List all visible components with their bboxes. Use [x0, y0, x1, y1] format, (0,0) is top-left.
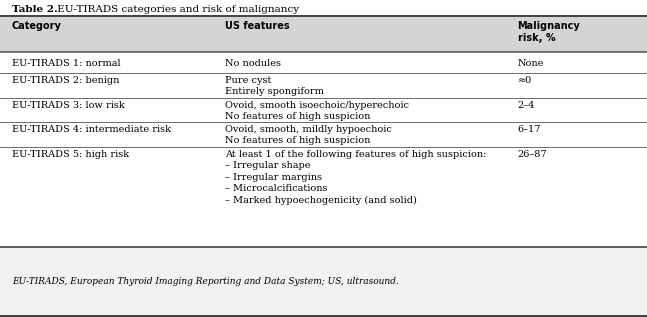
Text: EU-TIRADS 5: high risk: EU-TIRADS 5: high risk [12, 150, 129, 159]
Text: EU-TIRADS, European Thyroid Imaging Reporting and Data System; US, ultrasound.: EU-TIRADS, European Thyroid Imaging Repo… [12, 277, 399, 287]
Text: EU-TIRADS 2: benign: EU-TIRADS 2: benign [12, 76, 119, 85]
Text: No nodules: No nodules [225, 60, 281, 68]
Text: None: None [518, 60, 544, 68]
Text: Pure cyst
Entirely spongiform: Pure cyst Entirely spongiform [225, 76, 324, 96]
Bar [0, 247, 647, 317]
Text: Ovoid, smooth, mildly hypoechoic
No features of high suspicion: Ovoid, smooth, mildly hypoechoic No feat… [225, 125, 392, 146]
Text: EU-TIRADS 1: normal: EU-TIRADS 1: normal [12, 60, 120, 68]
Text: EU-TIRADS categories and risk of malignancy: EU-TIRADS categories and risk of maligna… [54, 5, 299, 14]
Text: At least 1 of the following features of high suspicion:
– Irregular shape
– Irre: At least 1 of the following features of … [225, 150, 487, 205]
Text: Ovoid, smooth isoechoic/hyperechoic
No features of high suspicion: Ovoid, smooth isoechoic/hyperechoic No f… [225, 101, 409, 121]
Text: Category: Category [12, 21, 61, 31]
Text: Malignancy
risk, %: Malignancy risk, % [518, 21, 580, 43]
Text: ≈0: ≈0 [518, 76, 532, 85]
Text: EU-TIRADS 3: low risk: EU-TIRADS 3: low risk [12, 101, 124, 110]
Text: 2–4: 2–4 [518, 101, 535, 110]
Text: 26–87: 26–87 [518, 150, 547, 159]
Bar [0, 17, 647, 52]
Text: 6–17: 6–17 [518, 125, 541, 134]
Text: EU-TIRADS 4: intermediate risk: EU-TIRADS 4: intermediate risk [12, 125, 171, 134]
Text: US features: US features [225, 21, 290, 31]
Text: Table 2.: Table 2. [12, 5, 58, 14]
